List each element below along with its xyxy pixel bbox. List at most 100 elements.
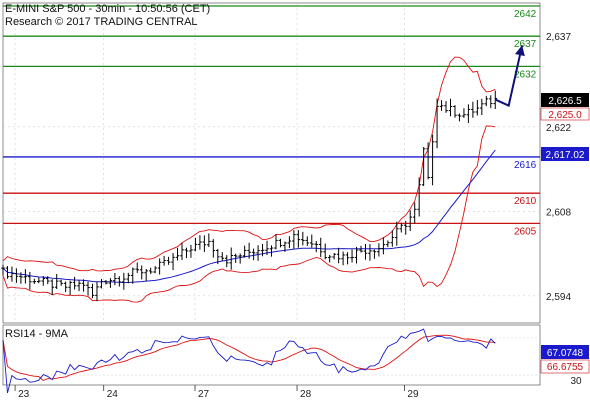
price-bar [86, 281, 90, 296]
price-bar [113, 272, 117, 286]
price-bar [403, 220, 408, 235]
price-bar [189, 244, 193, 258]
price-bar [323, 243, 327, 260]
price-bar [421, 146, 426, 186]
price-bar [77, 280, 81, 292]
price-bar [471, 101, 475, 118]
price-bar [211, 239, 216, 258]
rsi-line [2, 328, 496, 394]
price-bar [233, 253, 238, 263]
price-bar [50, 279, 55, 296]
price-bar [466, 104, 471, 123]
price-bar [81, 279, 86, 292]
price-bar [117, 276, 122, 287]
price-bar [19, 272, 23, 284]
rsi-ma-line [2, 334, 496, 382]
rsi-ma-value-label: 66.6755 [547, 362, 584, 373]
price-bar [327, 254, 332, 263]
price-bar [247, 242, 251, 259]
price-bar [309, 234, 314, 248]
rsi-title: RSI14 - 9MA [5, 328, 69, 340]
forecast-arrow [494, 45, 525, 108]
price-bar [180, 242, 184, 261]
last-price-badge: 2,626.5 [541, 93, 589, 107]
price-bar [336, 247, 341, 264]
price-bar [37, 277, 41, 284]
price-bar [122, 272, 126, 290]
price-bar [480, 98, 484, 116]
price-bar [162, 255, 166, 266]
rsi-value-badge: 67.0748 [541, 345, 589, 359]
price-bar [90, 283, 95, 299]
price-bar [484, 95, 489, 107]
price-bar [256, 245, 260, 261]
price-bar [59, 279, 63, 286]
secondary-price-badge: 2,625.0 [540, 107, 590, 121]
price-bar [269, 245, 274, 257]
level-label-2605: 2605 [514, 226, 537, 237]
price-bar [144, 269, 148, 281]
price-bar [5, 266, 10, 279]
price-bar [63, 281, 68, 293]
price-bar [198, 235, 202, 250]
price-bar [28, 272, 32, 290]
price-bar [99, 278, 104, 289]
price-bar [457, 113, 462, 122]
price-bar [224, 255, 229, 268]
price-bar [202, 235, 207, 252]
price-bar [95, 282, 99, 302]
date-tick-label: 23 [18, 389, 30, 400]
price-bar [23, 269, 28, 284]
price-bar [72, 276, 77, 290]
price-bar [439, 100, 444, 111]
price-bar [130, 267, 135, 284]
price-bar [166, 256, 171, 265]
price-bar [148, 267, 153, 274]
price-bar [354, 246, 359, 264]
price-bar [216, 248, 220, 265]
price-bar [462, 108, 466, 118]
price-bar [372, 249, 377, 259]
price-bar [157, 258, 162, 275]
price-bar [448, 98, 453, 117]
last-price-label: 2,626.5 [548, 96, 582, 107]
price-bar [332, 253, 336, 260]
rsi-tick-30: 30 [570, 376, 582, 387]
price-bar [292, 230, 296, 249]
price-bar [318, 237, 323, 257]
pivot-price-label: 2,617.02 [546, 150, 585, 161]
level-label-2616: 2616 [514, 160, 537, 171]
rsi-lines [2, 328, 496, 394]
price-bar [399, 222, 404, 233]
bollinger-upper [2, 56, 496, 272]
price-bar [41, 276, 46, 286]
price-bar [242, 245, 247, 258]
price-bar [274, 234, 278, 250]
price-bar [10, 266, 14, 282]
price-bar [229, 247, 234, 270]
price-bar [153, 266, 157, 274]
price-bar [193, 237, 198, 252]
price-bar [1, 264, 5, 276]
support-resistance-levels: 2642 2637 2632 2616 2610 2605 [3, 5, 540, 237]
price-bar [314, 240, 319, 253]
price-bar [135, 262, 140, 273]
price-tick-label: 2,594 [546, 292, 571, 303]
price-bars [1, 90, 498, 302]
price-bar [350, 249, 354, 263]
price-bar [381, 237, 386, 255]
price-bar [408, 210, 413, 231]
price-bar [283, 241, 287, 252]
date-tick-label: 24 [107, 389, 119, 400]
level-label-2637: 2637 [514, 39, 537, 50]
price-bar [412, 202, 417, 224]
price-bar [488, 95, 493, 109]
price-bar [395, 221, 399, 246]
date-axis: 23 24 27 28 29 [14, 385, 419, 400]
price-bar [108, 278, 113, 288]
forecast-arrowhead [515, 45, 525, 57]
date-tick-label: 28 [300, 389, 312, 400]
price-bar [296, 230, 301, 248]
price-tick-label: 2,608 [546, 207, 571, 218]
price-bar [54, 273, 59, 290]
